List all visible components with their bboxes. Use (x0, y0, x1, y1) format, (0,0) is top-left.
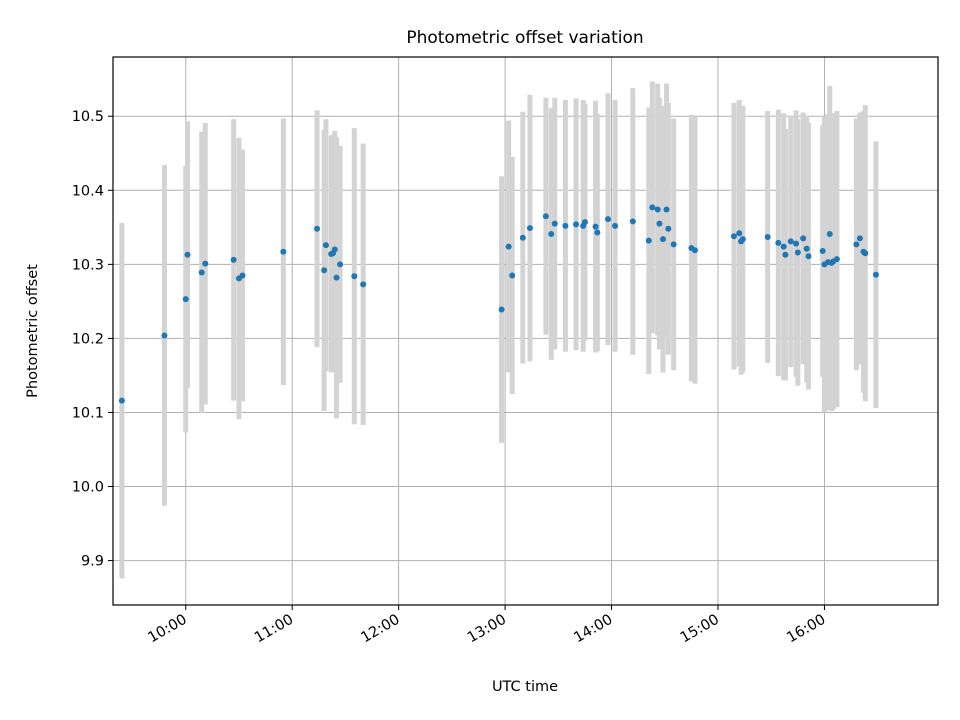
data-point (498, 306, 505, 313)
data-point (803, 245, 810, 252)
errorbars (119, 81, 879, 579)
data-point (670, 241, 677, 248)
plot-frame (112, 56, 939, 606)
data-point (519, 234, 526, 241)
data-point (739, 236, 746, 243)
data-point (509, 272, 516, 279)
data-point (314, 225, 321, 232)
data-point (691, 247, 698, 254)
data-point (663, 206, 670, 213)
x-tick-label: 13:00 (465, 612, 509, 647)
data-point (826, 230, 833, 237)
y-tick-label: 10.2 (72, 331, 104, 347)
data-point (551, 220, 558, 227)
x-axis-label: UTC time (492, 679, 558, 695)
data-point (819, 248, 826, 255)
data-point (360, 281, 367, 288)
data-point (182, 296, 189, 303)
data-point (862, 250, 869, 257)
x-tick-label: 14:00 (571, 612, 615, 647)
data-point (548, 230, 555, 237)
x-tick-label: 16:00 (784, 612, 828, 647)
chart-title: Photometric offset variation (406, 28, 643, 48)
data-point (800, 235, 807, 242)
data-point (202, 260, 209, 267)
data-point (594, 229, 601, 236)
data-point (645, 237, 652, 244)
data-point (665, 225, 672, 232)
data-point (629, 218, 636, 225)
data-point (542, 213, 549, 220)
data-point (872, 271, 879, 278)
data-point (787, 238, 794, 245)
data-point (833, 256, 840, 263)
data-point (730, 233, 737, 240)
data-point (573, 221, 580, 228)
data-point (184, 251, 191, 258)
x-tick-label: 10:00 (146, 612, 190, 647)
data-point (351, 273, 358, 280)
data-point (649, 204, 656, 211)
x-tick-label: 11:00 (252, 612, 296, 647)
data-point (612, 222, 619, 229)
data-point (118, 397, 125, 404)
x-tick-label: 12:00 (358, 612, 402, 647)
gridlines (113, 57, 938, 605)
data-point (239, 272, 246, 279)
data-point (322, 242, 329, 249)
data-point (794, 249, 801, 256)
data-point (280, 248, 287, 255)
data-point (853, 241, 860, 248)
y-tick-label: 10.1 (72, 405, 104, 421)
data-point (333, 274, 340, 281)
y-tick-label: 10.0 (72, 480, 104, 496)
data-point (161, 332, 168, 339)
data-point (775, 239, 782, 246)
data-point (526, 225, 533, 232)
y-tick-label: 10.3 (72, 257, 104, 273)
data-point (793, 240, 800, 247)
data-point (562, 222, 569, 229)
y-axis-label: Photometric offset (25, 264, 41, 398)
data-point (656, 220, 663, 227)
data-points (118, 204, 879, 404)
y-tick-label: 10.4 (72, 183, 104, 199)
data-point (505, 243, 512, 250)
data-point (337, 261, 344, 268)
y-axis: 9.9 10.0 10.1 10.2 10.3 10.4 10.5 (72, 109, 113, 570)
y-tick-label: 9.9 (81, 554, 104, 570)
x-axis: 10:00 11:00 12:00 13:00 14:00 15:00 16:00 (146, 605, 828, 647)
data-point (780, 243, 787, 250)
y-tick-label: 10.5 (72, 109, 104, 125)
x-tick-label: 15:00 (678, 612, 722, 647)
data-point (764, 233, 771, 240)
data-point (321, 267, 328, 274)
data-point (736, 230, 743, 237)
data-point (654, 206, 661, 213)
data-point (581, 219, 588, 226)
data-point (605, 216, 611, 223)
data-point (660, 236, 666, 243)
data-point (805, 253, 812, 260)
data-point (331, 246, 338, 253)
data-point (230, 256, 237, 263)
data-point (198, 269, 205, 276)
data-point (592, 223, 599, 230)
data-point (782, 251, 789, 258)
data-point (856, 235, 863, 242)
